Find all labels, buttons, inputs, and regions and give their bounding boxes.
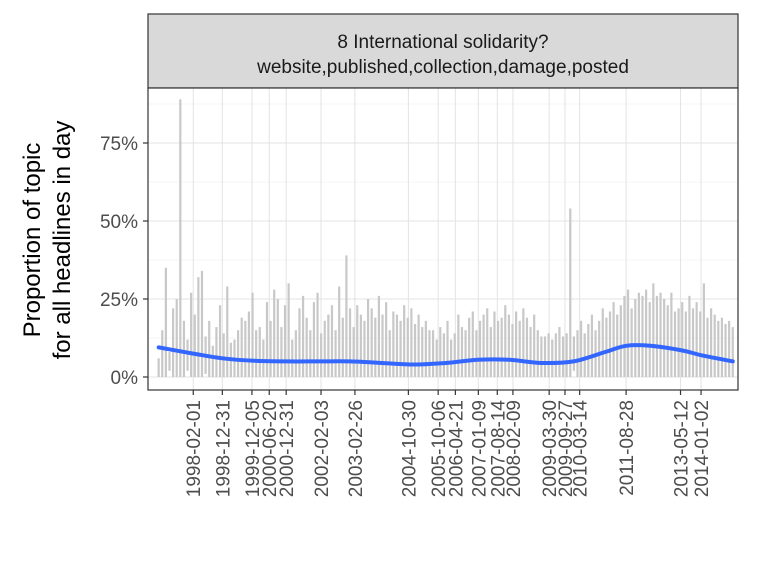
y-axis: 0% 25% 50% 75% — [100, 134, 148, 389]
x-tick-label: 2008-02-09 — [504, 400, 525, 497]
y-tick-label: 0% — [111, 368, 139, 389]
x-tick-label: 2014-01-02 — [692, 400, 713, 497]
x-tick-label: 2000-06-20 — [260, 400, 281, 497]
x-tick-label: 2009-03-30 — [540, 400, 561, 497]
y-tick-label: 25% — [100, 290, 138, 311]
x-tick-label: 2010-03-14 — [571, 400, 592, 498]
daily-series — [157, 99, 734, 377]
x-tick-label: 2000-12-31 — [277, 400, 298, 497]
y-tick-label: 50% — [100, 212, 138, 233]
x-axis: 1998-02-01 1998-12-31 1999-12-052000-06-20… — [184, 390, 713, 497]
x-tick-label: 2009-09-27 — [556, 400, 577, 497]
x-tick-label: 2011-08-28 — [617, 400, 638, 496]
x-tick-label: 2005-10-06 — [429, 400, 450, 497]
x-tick-label: 1998-02-01 — [184, 400, 205, 497]
x-tick-label: 2007-01-09 — [469, 400, 490, 497]
y-axis-title-line2: for all headlines in day — [49, 121, 76, 360]
y-tick-label: 75% — [100, 134, 138, 155]
x-tick-label: 2006-04-21 — [446, 400, 467, 497]
x-tick-label: 2013-05-12 — [672, 400, 693, 497]
x-tick-label: 2004-10-30 — [399, 400, 420, 497]
x-tick-label: 1999-12-05 — [243, 400, 264, 497]
x-tick-label: 1998-12-31 — [213, 400, 234, 497]
smooth-trend-line — [156, 343, 735, 367]
facet-strip — [147, 13, 739, 89]
x-tick-label: 2002-02-03 — [312, 400, 333, 497]
x-tick-label: 2007-08-14 — [488, 400, 509, 498]
facet-title: 8 International solidarity? — [337, 32, 548, 53]
facet-subtitle: website,published,collection,damage,post… — [256, 57, 629, 78]
plot-border — [147, 87, 739, 391]
y-axis-title-line1: Proportion of topic — [19, 143, 46, 338]
x-tick-label: 2003-02-26 — [346, 400, 367, 497]
